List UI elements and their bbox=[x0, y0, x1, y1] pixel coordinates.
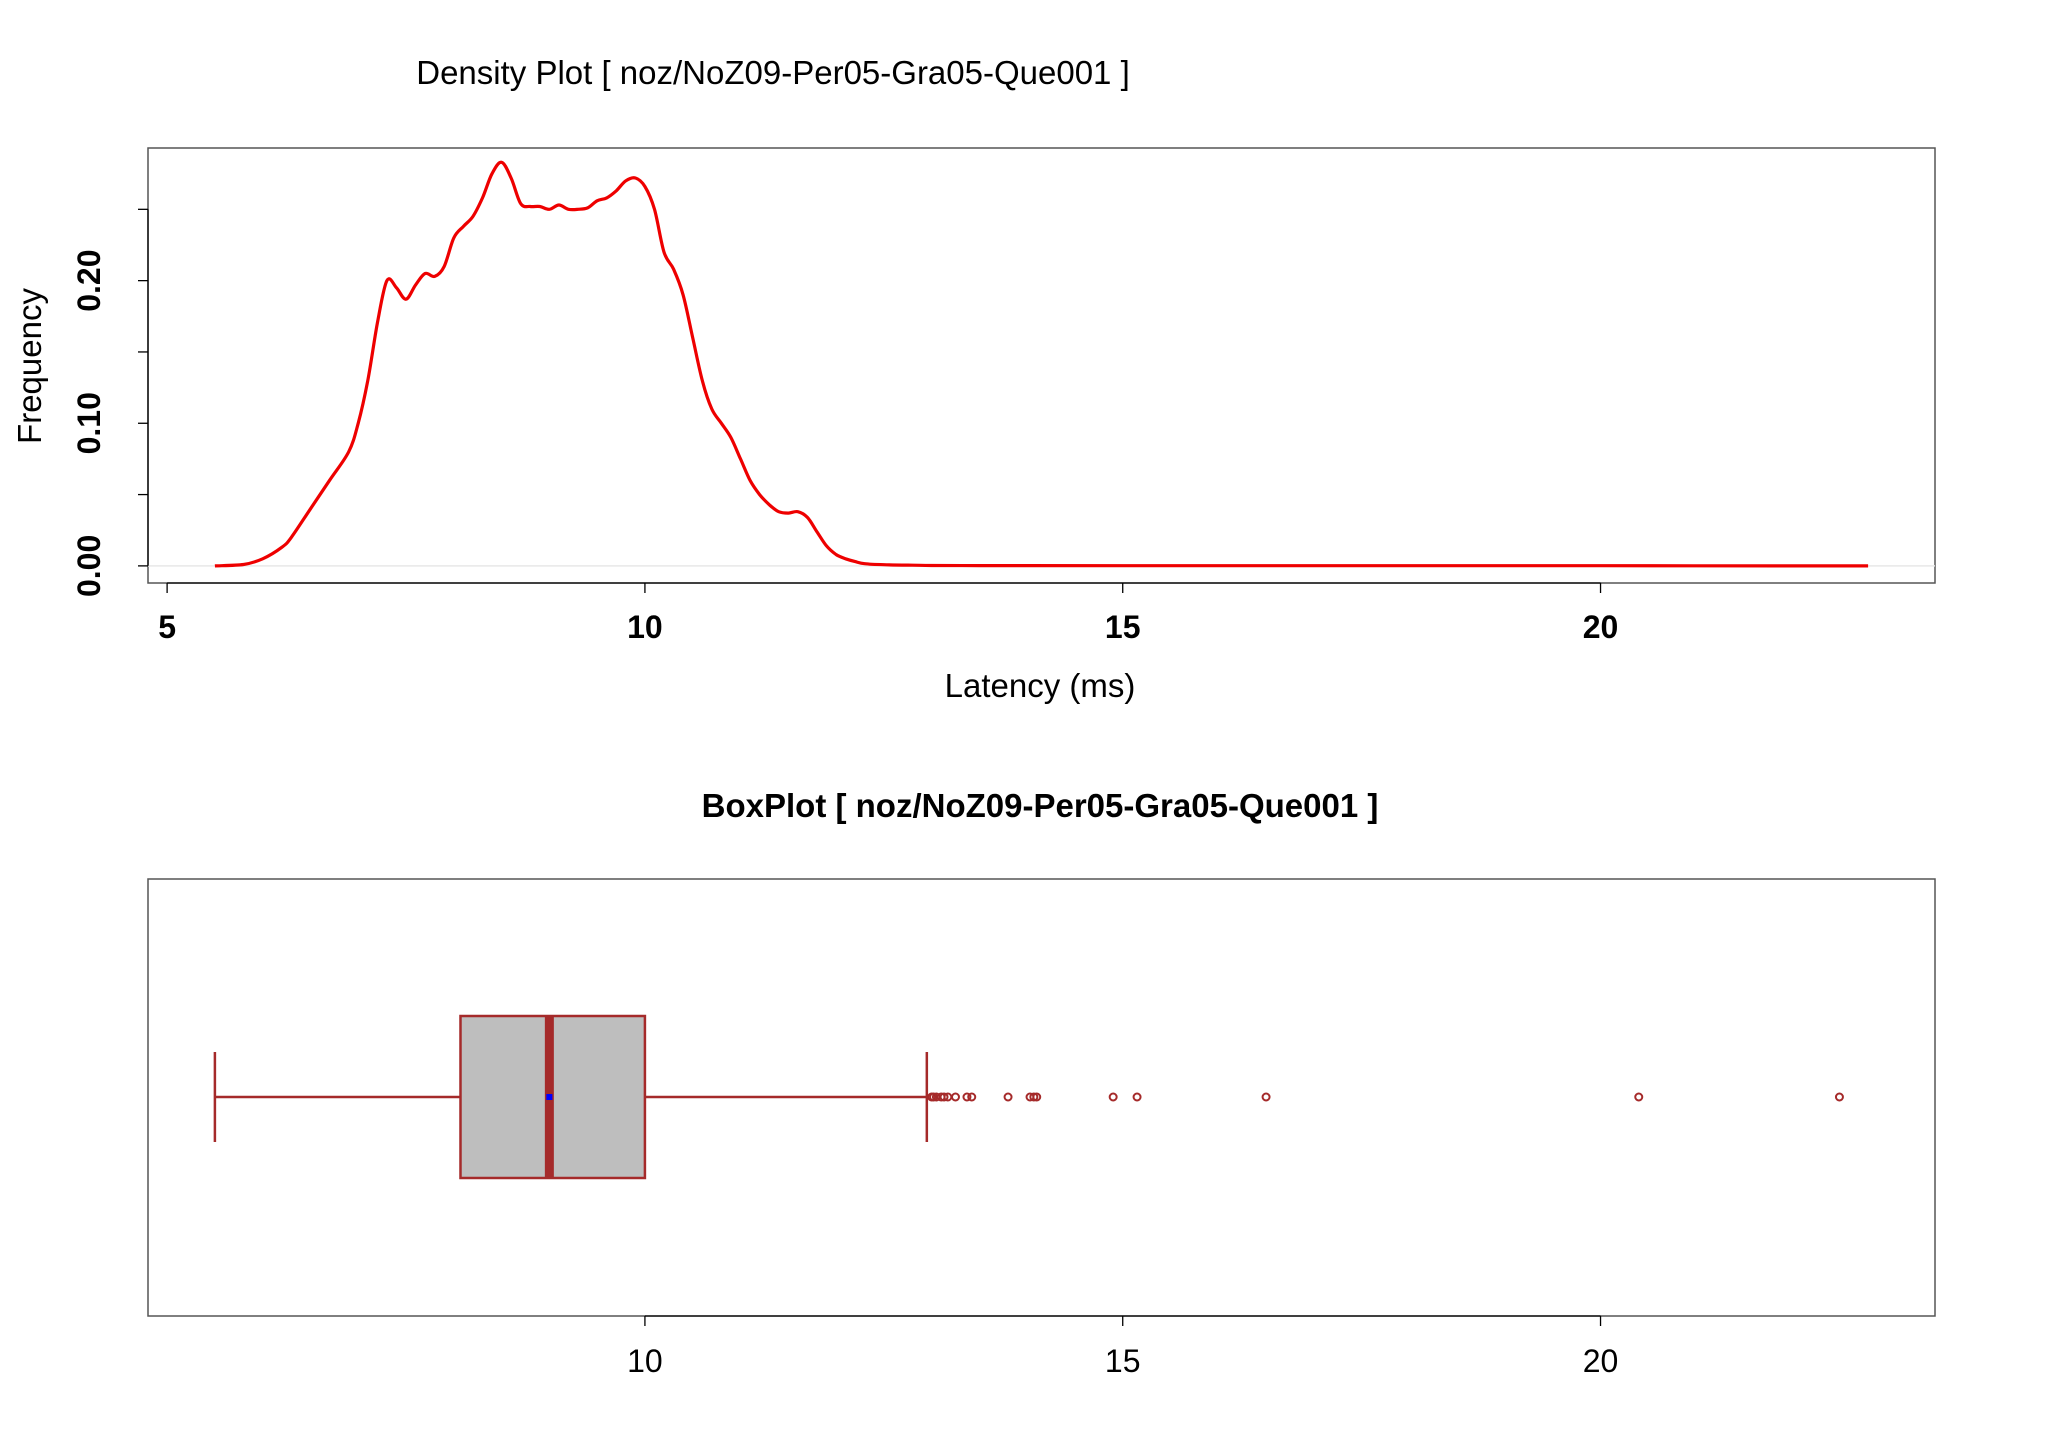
outlier-point bbox=[1108, 1092, 1118, 1102]
outlier-point bbox=[1261, 1092, 1271, 1102]
density-x-axis-label: Latency (ms) bbox=[945, 667, 1136, 704]
density-curve bbox=[214, 160, 1869, 568]
outlier-point bbox=[1003, 1092, 1013, 1102]
boxplot-x-axis: 10 15 20 bbox=[627, 1315, 1619, 1379]
density-x-tick-label: 15 bbox=[1105, 609, 1141, 645]
outlier-point bbox=[967, 1092, 977, 1102]
outlier-point bbox=[939, 1092, 949, 1102]
mean-marker bbox=[546, 1094, 553, 1100]
boxplot-x-tick-label: 15 bbox=[1105, 1343, 1141, 1379]
density-x-tick-label: 10 bbox=[627, 609, 663, 645]
outlier-point bbox=[1834, 1092, 1844, 1102]
boxplot-x-tick-label: 10 bbox=[627, 1343, 663, 1379]
boxplot-x-tick-label: 20 bbox=[1583, 1343, 1619, 1379]
density-y-axis-label: Frequency bbox=[11, 288, 48, 444]
boxplot-title: BoxPlot [ noz/NoZ09-Per05-Gra05-Que001 ] bbox=[702, 787, 1379, 824]
outlier-point bbox=[1032, 1092, 1042, 1102]
density-y-axis: 0.00 0.10 0.20 bbox=[71, 208, 149, 597]
density-x-tick-label: 5 bbox=[158, 609, 176, 645]
outlier-point bbox=[1029, 1092, 1039, 1102]
outlier-point bbox=[1634, 1092, 1644, 1102]
outlier-point bbox=[962, 1092, 972, 1102]
density-plot: Density Plot [ noz/NoZ09-Per05-Gra05-Que… bbox=[11, 54, 1936, 704]
density-plot-frame bbox=[147, 147, 1936, 584]
density-x-tick-label: 20 bbox=[1583, 609, 1619, 645]
box-plot: BoxPlot [ noz/NoZ09-Per05-Gra05-Que001 ]… bbox=[147, 787, 1936, 1379]
density-x-axis: 5 10 15 20 bbox=[158, 582, 1619, 645]
density-title: Density Plot [ noz/NoZ09-Per05-Gra05-Que… bbox=[416, 54, 1130, 91]
density-y-tick-label: 0.20 bbox=[71, 249, 107, 311]
outlier-point bbox=[1132, 1092, 1142, 1102]
density-y-tick-label: 0.10 bbox=[71, 392, 107, 454]
boxplot-marks bbox=[213, 1014, 1844, 1180]
density-y-tick-label: 0.00 bbox=[71, 535, 107, 597]
outlier-point bbox=[950, 1092, 960, 1102]
